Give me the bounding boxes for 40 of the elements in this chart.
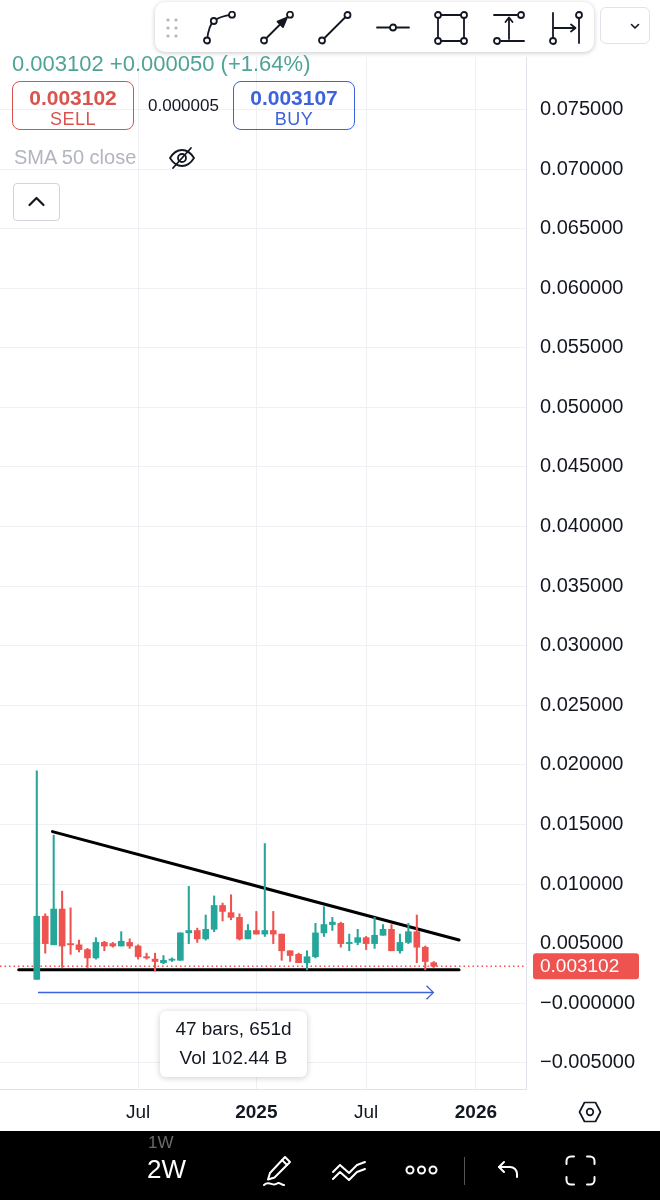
y-tick-label: 0.035000 — [540, 573, 624, 596]
x-tick-label: Jul — [354, 1100, 379, 1122]
text: 2W — [147, 1154, 186, 1185]
y-tick-label: 0.005000 — [540, 931, 624, 954]
y-tick-label: 0.060000 — [540, 275, 624, 298]
candlestick — [160, 955, 167, 965]
annotation: 0.003102 — [28, 86, 118, 111]
x-tick-label: 2025 — [235, 1100, 278, 1122]
annotation: SELL — [48, 109, 97, 130]
x-tick-label: 2026 — [454, 1100, 498, 1122]
annotation: BUY — [273, 109, 315, 130]
y-tick-label: 0.025000 — [540, 692, 624, 715]
y-tick-label: 0.070000 — [540, 156, 624, 179]
chart-subtitle: 0.003102 +0.000050 (+1.64%) — [12, 51, 311, 76]
x-tick-label: Jul — [125, 1100, 151, 1122]
y-tick-label: −0.005000 — [540, 1050, 636, 1073]
y-tick-label: 0.055000 — [540, 335, 624, 358]
annotation: SMA 50 close — [14, 146, 137, 169]
y-tick-label: −0.000000 — [540, 990, 636, 1013]
y-tick-label: 0.030000 — [540, 633, 624, 656]
y-tick-label: 0.040000 — [540, 514, 624, 537]
buy-button: 0.003107 BUY — [233, 81, 355, 130]
ref-line-label: 0.003102 — [540, 955, 620, 977]
annotation: Vol 102.44 B — [178, 1047, 289, 1069]
candlestick — [67, 907, 74, 955]
y-tick-label: 0.015000 — [540, 811, 624, 834]
tooltip: 47 bars, 651d Vol 102.44 B — [160, 1011, 307, 1077]
candlestick — [185, 886, 193, 944]
annotation: 0.003107 — [249, 86, 339, 111]
y-tick-label: 0.050000 — [540, 394, 624, 417]
annotation: 0.000005 — [148, 96, 219, 116]
sell-button: 0.003102 SELL — [12, 81, 134, 130]
y-tick-label: 0.010000 — [540, 871, 624, 894]
annotation: 47 bars, 651d — [174, 1018, 293, 1040]
y-tick-label: 0.065000 — [540, 216, 624, 239]
text: 1W — [148, 1133, 174, 1153]
y-tick-label: 0.020000 — [540, 752, 624, 775]
y-tick-label: 0.075000 — [540, 96, 624, 119]
y-tick-label: 0.045000 — [540, 454, 624, 477]
candlestick — [261, 843, 269, 937]
